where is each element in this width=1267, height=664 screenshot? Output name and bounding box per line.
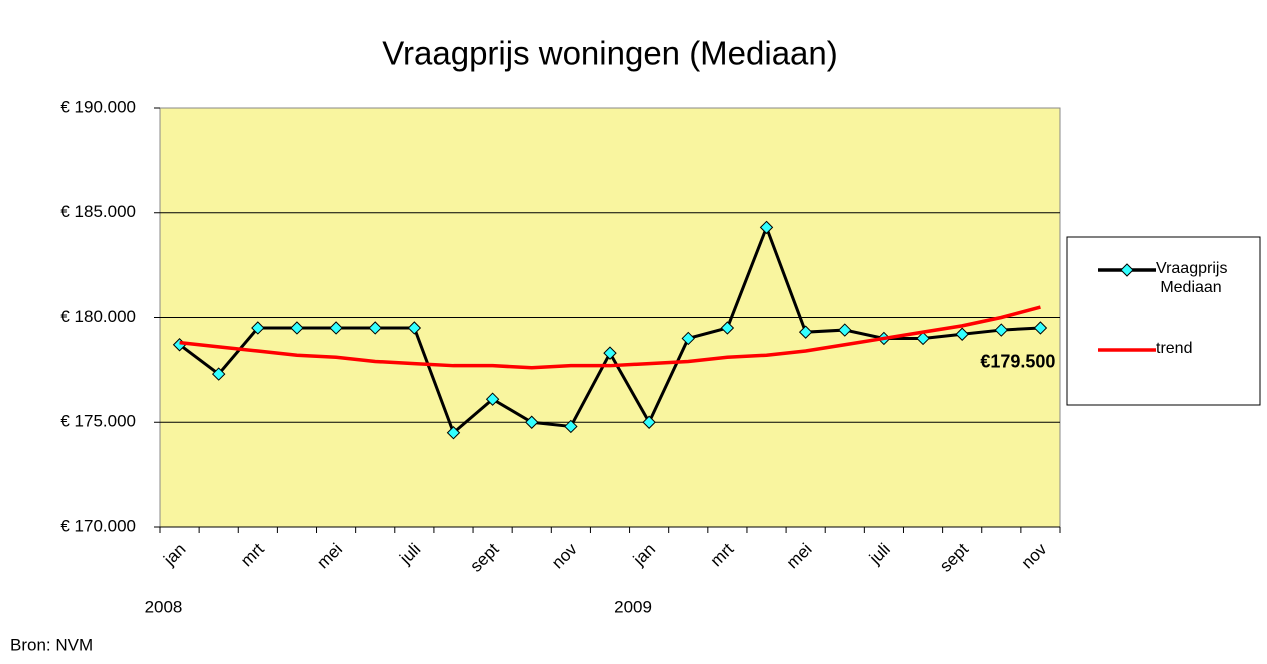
x-tick-label: sept xyxy=(936,539,972,575)
marker xyxy=(838,323,852,337)
marker xyxy=(329,321,343,335)
marker xyxy=(994,323,1009,337)
marker xyxy=(251,321,265,335)
y-tick-label: € 180.000 xyxy=(60,307,136,326)
marker xyxy=(564,419,578,434)
marker xyxy=(368,321,382,335)
marker xyxy=(720,321,735,335)
marker xyxy=(603,346,617,360)
x-tick-label: nov xyxy=(1018,539,1051,572)
marker xyxy=(759,220,774,235)
x-tick-label: jan xyxy=(629,540,659,570)
marker xyxy=(485,392,500,406)
x-tick-label: juli xyxy=(395,540,424,569)
x-tick-label: mrt xyxy=(707,539,738,570)
marker xyxy=(681,331,695,346)
y-tick-label: € 190.000 xyxy=(60,97,136,116)
x-tick-label: sept xyxy=(466,539,502,575)
y-tick-label: € 170.000 xyxy=(60,516,136,535)
y-tick-label: € 185.000 xyxy=(60,202,136,221)
x-tick-label: juli xyxy=(865,540,894,569)
marker xyxy=(290,321,304,335)
chart-title: Vraagprijs woningen (Mediaan) xyxy=(382,35,838,72)
marker xyxy=(446,426,461,440)
marker xyxy=(955,327,969,341)
series-line xyxy=(179,305,1041,370)
marker xyxy=(642,415,656,429)
marker xyxy=(525,415,539,429)
legend-label-box: Vraagprijs Mediaan xyxy=(1156,260,1228,296)
year-label: 2009 xyxy=(614,597,652,616)
marker xyxy=(916,331,930,346)
marker xyxy=(798,325,813,339)
marker xyxy=(211,367,226,381)
x-tick-label: mei xyxy=(783,540,816,573)
legend-label: trend xyxy=(1156,340,1193,357)
legend-label-box: trend xyxy=(1156,340,1193,357)
x-tick-label: mei xyxy=(313,540,346,573)
legend-label: Vraagprijs Mediaan xyxy=(1156,260,1228,296)
legend-box xyxy=(1066,236,1261,406)
year-label: 2008 xyxy=(145,597,183,616)
data-label: €179.500 xyxy=(980,352,1055,372)
marker xyxy=(407,321,422,335)
source: Bron: NVM xyxy=(10,635,93,654)
y-tick-label: € 175.000 xyxy=(60,412,136,431)
x-tick-label: jan xyxy=(159,540,189,570)
x-tick-label: nov xyxy=(548,539,581,572)
x-tick-label: mrt xyxy=(237,539,268,570)
legend-marker xyxy=(1120,263,1134,277)
marker xyxy=(1033,321,1048,335)
